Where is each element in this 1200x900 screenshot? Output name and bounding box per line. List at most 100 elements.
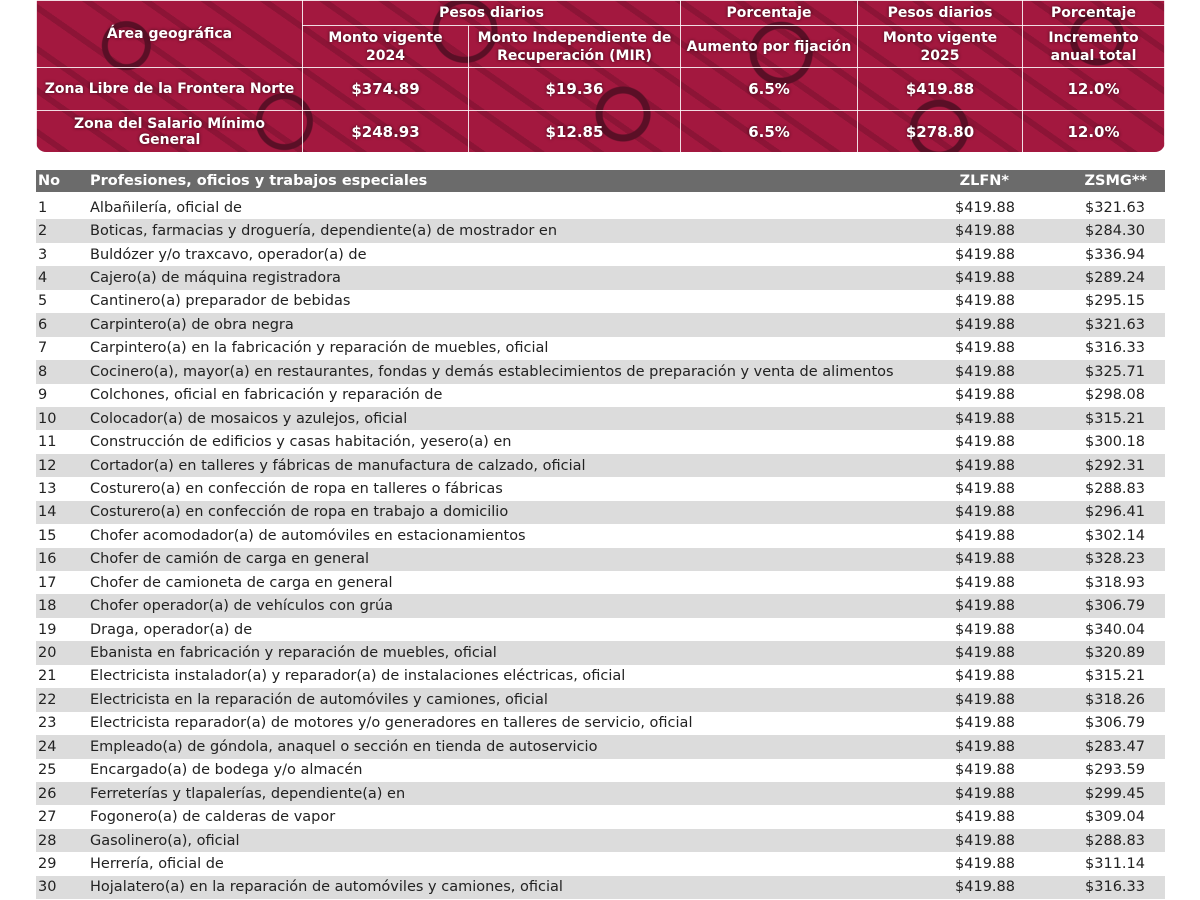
profession-name: Draga, operador(a) de <box>90 621 253 638</box>
row-number: 20 <box>38 645 57 662</box>
monto-2025: $419.88 <box>857 67 1023 111</box>
zsmg-value: $318.93 <box>1085 574 1145 591</box>
zsmg-value: $299.45 <box>1085 785 1145 802</box>
zlfn-value: $419.88 <box>955 785 1015 802</box>
table-row: 12 Cortador(a) en talleres y fábricas de … <box>36 453 1165 478</box>
profession-name: Chofer de camión de carga en general <box>90 551 370 568</box>
zsmg-value: $336.94 <box>1085 246 1145 263</box>
table-row: 25 Encargado(a) de bodega y/o almacén $419… <box>36 759 1165 782</box>
zsmg-value: $302.14 <box>1085 527 1145 544</box>
zsmg-value: $288.83 <box>1085 832 1145 849</box>
profession-name: Encargado(a) de bodega y/o almacén <box>90 762 363 779</box>
zsmg-value: $320.89 <box>1085 645 1145 662</box>
summary-row-zlfn: Zona Libre de la Frontera Norte $374.89 … <box>36 67 1165 111</box>
table-row: 13 Costurero(a) en confección de ropa en … <box>36 477 1165 500</box>
zsmg-value: $315.21 <box>1085 668 1145 685</box>
profession-name: Chofer operador(a) de vehículos con grúa <box>90 598 394 615</box>
profession-name: Colocador(a) de mosaicos y azulejos, ofi… <box>90 410 408 427</box>
zlfn-value: $419.88 <box>955 855 1015 872</box>
mir: $12.85 <box>468 110 681 152</box>
header-pesos-diarios-2025: Pesos diarios <box>857 0 1023 26</box>
zsmg-value: $325.71 <box>1085 363 1145 380</box>
zsmg-value: $306.79 <box>1085 598 1145 615</box>
zlfn-value: $419.88 <box>955 809 1015 826</box>
table-row: 30 Hojalatero(a) en la reparación de auto… <box>36 875 1165 900</box>
row-number: 1 <box>38 199 48 216</box>
row-number: 24 <box>38 738 57 755</box>
row-number: 9 <box>38 387 48 404</box>
row-number: 2 <box>38 223 48 240</box>
zlfn-value: $419.88 <box>955 199 1015 216</box>
row-number: 13 <box>38 480 57 497</box>
zsmg-value: $306.79 <box>1085 715 1145 732</box>
zlfn-value: $419.88 <box>955 879 1015 896</box>
row-number: 29 <box>38 855 57 872</box>
header-monto-2025: Monto vigente 2025 <box>857 25 1023 68</box>
table-row: 22 Electricista en la reparación de autom… <box>36 688 1165 712</box>
profession-name: Boticas, farmacias y droguería, dependie… <box>90 223 558 240</box>
profession-name: Cocinero(a), mayor(a) en restaurantes, f… <box>90 363 894 380</box>
row-number: 25 <box>38 762 57 779</box>
profession-name: Construcción de edificios y casas habita… <box>90 434 512 451</box>
header-zlfn: ZLFN* <box>959 173 1009 189</box>
zsmg-value: $321.63 <box>1085 199 1145 216</box>
row-number: 28 <box>38 832 57 849</box>
header-monto-2024: Monto vigente 2024 <box>302 25 469 68</box>
row-number: 3 <box>38 246 48 263</box>
profession-name: Fogonero(a) de calderas de vapor <box>90 809 336 826</box>
zlfn-value: $419.88 <box>955 621 1015 638</box>
zlfn-value: $419.88 <box>955 738 1015 755</box>
profession-name: Carpintero(a) en la fabricación y repara… <box>90 340 549 357</box>
aumento: 6.5% <box>680 67 858 111</box>
zsmg-value: $316.33 <box>1085 340 1145 357</box>
profession-name: Gasolinero(a), oficial <box>90 832 240 849</box>
profession-name: Chofer de camioneta de carga en general <box>90 574 393 591</box>
monto-2024: $248.93 <box>302 110 469 152</box>
row-number: 14 <box>38 504 57 521</box>
professions-header: No Profesiones, oficios y trabajos espec… <box>36 170 1165 192</box>
row-number: 12 <box>38 457 57 474</box>
summary-row-zsmg: Zona del Salario Mínimo General $248.93 … <box>36 110 1165 152</box>
monto-2025: $278.80 <box>857 110 1023 152</box>
table-row: 15 Chofer acomodador(a) de automóviles en… <box>36 524 1165 547</box>
profession-name: Electricista en la reparación de automóv… <box>90 691 548 708</box>
table-row: 11 Construcción de edificios y casas habi… <box>36 430 1165 453</box>
zlfn-value: $419.88 <box>955 668 1015 685</box>
row-number: 4 <box>38 270 48 287</box>
row-number: 8 <box>38 363 48 380</box>
aumento: 6.5% <box>680 110 858 152</box>
zlfn-value: $419.88 <box>955 316 1015 333</box>
minimum-wage-summary-table: Área geográfica Pesos diarios Porcentaje… <box>36 0 1165 152</box>
profession-name: Albañilería, oficial de <box>90 199 242 216</box>
zlfn-value: $419.88 <box>955 832 1015 849</box>
zlfn-value: $419.88 <box>955 434 1015 451</box>
zlfn-value: $419.88 <box>955 574 1015 591</box>
zsmg-value: $288.83 <box>1085 480 1145 497</box>
table-row: 5 Cantinero(a) preparador de bebidas $419.… <box>36 290 1165 313</box>
zsmg-value: $295.15 <box>1085 293 1145 310</box>
table-row: 28 Gasolinero(a), oficial $419.88 $288.83 <box>36 828 1165 853</box>
zsmg-value: $292.31 <box>1085 457 1145 474</box>
table-row: 10 Colocador(a) de mosaicos y azulejos, o… <box>36 406 1165 431</box>
row-number: 26 <box>38 785 57 802</box>
professions-table: No Profesiones, oficios y trabajos espec… <box>36 170 1165 900</box>
header-no: No <box>38 173 61 189</box>
row-number: 5 <box>38 293 48 310</box>
zsmg-value: $315.21 <box>1085 410 1145 427</box>
zsmg-value: $293.59 <box>1085 762 1145 779</box>
table-row: 9 Colchones, oficial en fabricación y rep… <box>36 384 1165 407</box>
zlfn-value: $419.88 <box>955 340 1015 357</box>
zsmg-value: $283.47 <box>1085 738 1145 755</box>
zsmg-value: $309.04 <box>1085 809 1145 826</box>
zsmg-value: $316.33 <box>1085 879 1145 896</box>
profession-name: Cajero(a) de máquina registradora <box>90 270 341 287</box>
profession-name: Colchones, oficial en fabricación y repa… <box>90 387 443 404</box>
row-number: 17 <box>38 574 57 591</box>
row-number: 30 <box>38 879 57 896</box>
profession-name: Ebanista en fabricación y reparación de … <box>90 645 497 662</box>
zlfn-value: $419.88 <box>955 410 1015 427</box>
row-number: 16 <box>38 551 57 568</box>
row-number: 10 <box>38 410 57 427</box>
table-row: 26 Ferreterías y tlapalerías, dependiente… <box>36 781 1165 806</box>
profession-name: Electricista reparador(a) de motores y/o… <box>90 715 693 732</box>
